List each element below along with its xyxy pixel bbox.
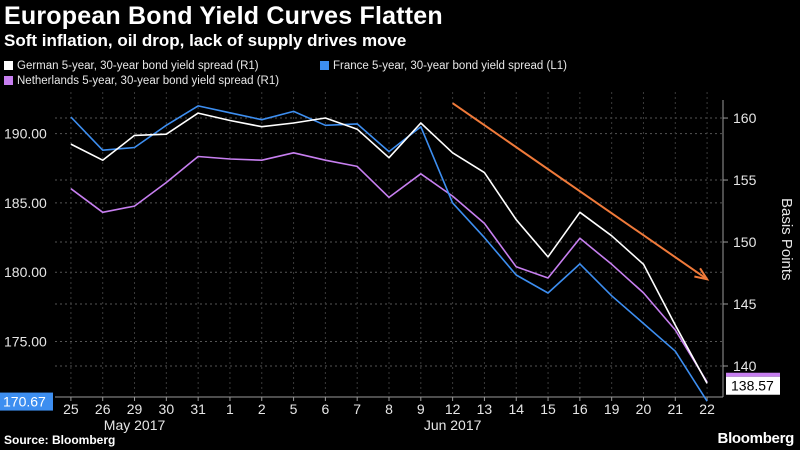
y-right-tick-label: 145 [733, 296, 757, 312]
source-note: Source: Bloomberg [4, 433, 116, 447]
x-tick-label: 5 [290, 401, 298, 417]
x-tick-label: 19 [604, 401, 620, 417]
x-tick-label: 2 [258, 401, 266, 417]
x-tick-label: 16 [572, 401, 588, 417]
legend-label-german: German 5-year, 30-year bond yield spread… [17, 60, 259, 72]
x-month-label: May 2017 [104, 417, 166, 433]
right-axis-label: Basis Points [778, 198, 795, 281]
last-value-label-france: 170.67 [3, 394, 46, 410]
x-tick-label: 31 [190, 401, 206, 417]
legend-item-france: France 5-year, 30-year bond yield spread… [320, 60, 567, 72]
x-tick-label: 1 [226, 401, 234, 417]
x-tick-label: 25 [63, 401, 79, 417]
x-tick-label: 15 [540, 401, 556, 417]
last-value-marker-netherlands [726, 372, 780, 377]
y-right-tick-label: 150 [733, 234, 757, 250]
series-line-france [70, 105, 708, 402]
y-left-tick-label: 180.00 [4, 264, 47, 280]
x-tick-label: 9 [417, 401, 425, 417]
legend-label-netherlands: Netherlands 5-year, 30-year bond yield s… [17, 75, 280, 87]
x-tick-label: 12 [445, 401, 461, 417]
x-tick-label: 29 [127, 401, 143, 417]
series-line-netherlands [70, 152, 708, 383]
x-tick-label: 30 [159, 401, 175, 417]
legend-swatch-france [320, 61, 329, 70]
legend-swatch-netherlands [4, 76, 13, 85]
y-right-tick-label: 155 [733, 172, 757, 188]
trend-arrow-head [694, 267, 710, 281]
last-value-badge-france [0, 392, 53, 411]
x-tick-label: 7 [353, 401, 361, 417]
legend-item-german: German 5-year, 30-year bond yield spread… [4, 60, 259, 72]
x-tick-label: 6 [321, 401, 329, 417]
series-line-german [70, 112, 708, 384]
y-right-tick-label: 140 [733, 358, 757, 374]
chart-subtitle: Soft inflation, oil drop, lack of supply… [4, 31, 407, 50]
legend-label-france: France 5-year, 30-year bond yield spread… [333, 60, 567, 72]
y-right-tick-label: 160 [733, 110, 757, 126]
chart-title: European Bond Yield Curves Flatten [4, 2, 443, 30]
last-value-badge-german [726, 376, 780, 395]
x-tick-label: 20 [636, 401, 652, 417]
x-tick-label: 8 [385, 401, 393, 417]
y-left-tick-label: 185.00 [4, 195, 47, 211]
legend-item-netherlands: Netherlands 5-year, 30-year bond yield s… [4, 75, 279, 87]
x-tick-label: 13 [477, 401, 493, 417]
x-tick-label: 14 [508, 401, 524, 417]
last-value-label-german: 138.57 [731, 378, 774, 394]
y-left-tick-label: 190.00 [4, 126, 47, 142]
x-tick-label: 26 [95, 401, 111, 417]
legend-swatch-german [4, 61, 13, 70]
trend-arrow-line [452, 102, 708, 281]
y-left-tick-label: 175.00 [4, 334, 47, 350]
x-tick-label: 21 [667, 401, 683, 417]
x-tick-label: 22 [699, 401, 715, 417]
bloomberg-logo: Bloomberg [717, 430, 795, 447]
x-month-label: Jun 2017 [424, 417, 482, 433]
